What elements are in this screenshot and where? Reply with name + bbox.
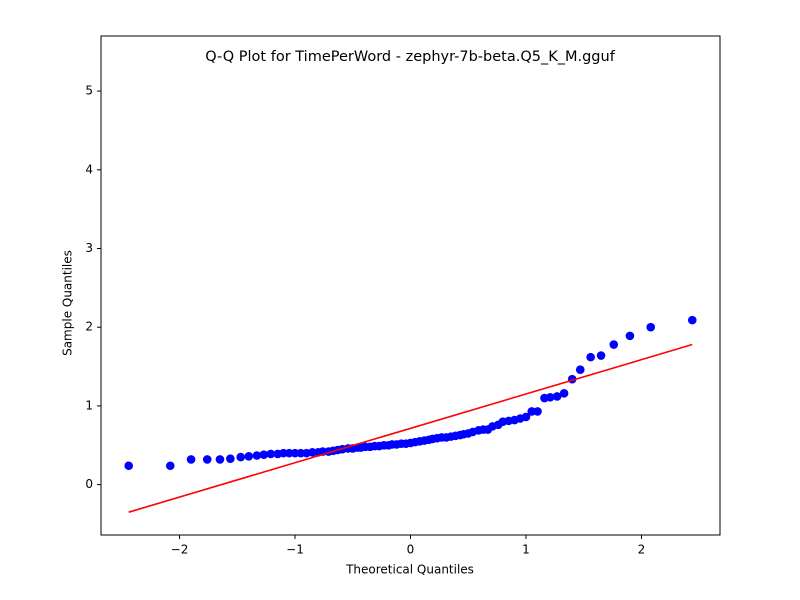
point bbox=[252, 451, 262, 460]
point bbox=[202, 455, 212, 464]
y-tick-label: 2 bbox=[85, 320, 93, 334]
point bbox=[521, 412, 531, 422]
x-tick-label: −2 bbox=[171, 543, 189, 557]
point bbox=[215, 455, 225, 464]
x-tick-label: 2 bbox=[638, 543, 646, 557]
y-axis-label: Sample Quantiles bbox=[61, 250, 75, 356]
point bbox=[687, 315, 697, 325]
y-tick-label: 0 bbox=[85, 477, 93, 491]
point bbox=[575, 365, 585, 375]
y-tick-label: 4 bbox=[85, 162, 93, 176]
y-tick-label: 5 bbox=[85, 84, 93, 98]
point bbox=[186, 455, 196, 464]
y-tick-label: 1 bbox=[85, 398, 93, 412]
point bbox=[586, 352, 595, 362]
x-tick-label: 1 bbox=[522, 543, 530, 557]
x-tick-label: 0 bbox=[407, 543, 415, 557]
point bbox=[545, 392, 555, 402]
point bbox=[259, 450, 269, 460]
point bbox=[165, 461, 175, 471]
fit-line bbox=[128, 343, 693, 513]
point bbox=[646, 322, 656, 332]
point bbox=[596, 351, 606, 360]
x-tick-label: −1 bbox=[286, 543, 304, 557]
point bbox=[609, 340, 619, 349]
plot-frame bbox=[100, 35, 721, 536]
point bbox=[533, 407, 542, 416]
point bbox=[266, 449, 276, 459]
point bbox=[559, 389, 569, 398]
point bbox=[244, 451, 254, 461]
x-axis-label: Theoretical Quantiles bbox=[345, 563, 474, 577]
chart-title: Q-Q Plot for TimePerWord - zephyr-7b-bet… bbox=[205, 49, 616, 65]
y-tick-label: 3 bbox=[85, 241, 93, 255]
point bbox=[552, 392, 562, 401]
point bbox=[124, 461, 134, 471]
point bbox=[226, 454, 235, 463]
point bbox=[236, 452, 246, 462]
point bbox=[625, 331, 635, 341]
